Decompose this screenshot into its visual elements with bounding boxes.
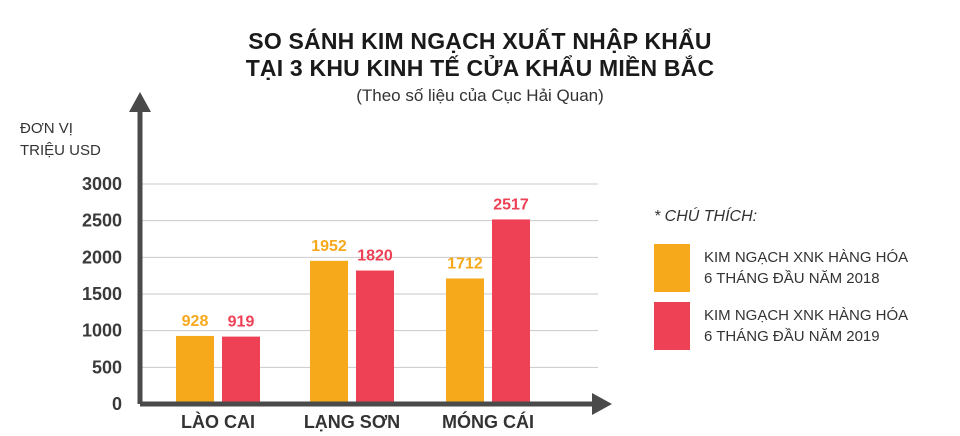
unit-line1: ĐƠN VỊ: [20, 120, 73, 137]
data-label-1-1: 1820: [357, 248, 393, 265]
bar-1-0: [310, 260, 348, 404]
bar-2-1: [492, 219, 530, 404]
y-tick-label-2000: 2000: [82, 247, 122, 267]
chart-subtitle: (Theo số liệu của Cục Hải Quan): [356, 86, 604, 105]
bar-0-0: [176, 335, 214, 404]
legend-text-2018: KIM NGẠCH XNK HÀNG HÓA 6 THÁNG ĐẦU NĂM 2…: [704, 247, 944, 289]
data-label-1-0: 1952: [311, 238, 347, 255]
y-tick-label-1000: 1000: [82, 321, 122, 341]
y-tick-label-2500: 2500: [82, 211, 122, 231]
chart-title-line1: SO SÁNH KIM NGẠCH XUẤT NHẬP KHẨU: [248, 28, 712, 54]
legend-swatch-2019: [654, 302, 690, 350]
bar-0-1: [222, 336, 260, 404]
chart-title-line2: TẠI 3 KHU KINH TẾ CỬA KHẨU MIỀN BẮC: [245, 55, 715, 81]
bar-2-0: [446, 278, 484, 404]
data-label-0-0: 928: [182, 313, 209, 330]
legend-item-2019: KIM NGẠCH XNK HÀNG HÓA 6 THÁNG ĐẦU NĂM 2…: [654, 302, 944, 350]
legend-text-2019: KIM NGẠCH XNK HÀNG HÓA 6 THÁNG ĐẦU NĂM 2…: [704, 305, 944, 347]
x-axis-arrow: [592, 393, 612, 415]
legend-2018-line2: 6 THÁNG ĐẦU NĂM 2018: [704, 270, 880, 287]
legend-2019-line1: KIM NGẠCH XNK HÀNG HÓA: [704, 307, 909, 324]
data-label-2-0: 1712: [447, 255, 483, 272]
x-tick-label-1: LẠNG SƠN: [304, 412, 400, 432]
legend-swatch-2018: [654, 244, 690, 292]
x-tick-label-0: LÀO CAI: [181, 411, 255, 432]
unit-line2: TRIỆU USD: [20, 142, 101, 159]
y-tick-label-500: 500: [92, 357, 122, 377]
y-tick-label-1500: 1500: [82, 284, 122, 304]
y-axis-unit-label: ĐƠN VỊ TRIỆU USD: [20, 118, 101, 162]
y-tick-label-0: 0: [112, 394, 122, 414]
y-axis-arrow: [129, 92, 151, 112]
legend-2018-line1: KIM NGẠCH XNK HÀNG HÓA: [704, 249, 909, 266]
legend-item-2018: KIM NGẠCH XNK HÀNG HÓA 6 THÁNG ĐẦU NĂM 2…: [654, 244, 944, 292]
legend-title: * CHÚ THÍCH:: [654, 208, 758, 225]
data-label-0-1: 919: [228, 314, 255, 331]
legend-2019-line2: 6 THÁNG ĐẦU NĂM 2019: [704, 328, 880, 345]
bar-1-1: [356, 270, 394, 404]
x-tick-label-2: MÓNG CÁI: [442, 411, 534, 432]
y-tick-label-3000: 3000: [82, 174, 122, 194]
data-label-2-1: 2517: [493, 196, 529, 213]
